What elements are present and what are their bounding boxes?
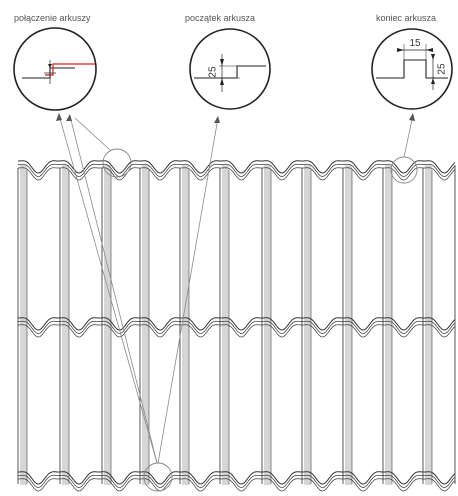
dimension-start-height: 25 <box>208 66 219 78</box>
wave-profile-line <box>17 471 456 485</box>
detail-circle-end: 15 25 <box>371 28 453 110</box>
detail-circle-joint <box>13 27 97 111</box>
detail-circle-start: 25 <box>189 28 271 110</box>
wave-profile-line <box>17 160 456 174</box>
leader-line <box>58 114 158 464</box>
arrowhead <box>214 116 220 123</box>
detail-label-joint: połączenie arkuszy <box>14 13 91 23</box>
detail-label-end: koniec arkusza <box>376 13 436 23</box>
rib-shading <box>104 165 111 485</box>
dimension-end-width: 15 <box>409 38 421 49</box>
leader-lines <box>56 113 415 464</box>
wave-profile-line <box>17 324 456 338</box>
roof-sheet <box>17 160 456 492</box>
marker-circle <box>390 156 418 184</box>
wave-profile-line <box>17 474 456 488</box>
wave-profile-line <box>17 478 456 492</box>
leader-line <box>403 114 414 158</box>
wave-profile-rows <box>17 160 456 492</box>
wave-profile-line <box>17 167 456 181</box>
dimension-end-height: 25 <box>437 63 448 75</box>
wave-profile-line <box>17 320 456 334</box>
wave-profile-line <box>17 163 456 177</box>
highlight-line <box>45 63 95 76</box>
leader-line <box>74 117 111 151</box>
arrowhead <box>66 114 72 121</box>
wave-profile-line <box>17 317 456 331</box>
leader-line <box>157 117 219 464</box>
marker-circle <box>102 148 132 178</box>
rib-lines <box>17 165 456 484</box>
marker-circle <box>143 462 173 492</box>
arrowhead <box>409 113 415 121</box>
arrowhead <box>56 113 62 121</box>
leader-line <box>69 115 158 464</box>
detail-label-start: początek arkusza <box>185 13 255 23</box>
